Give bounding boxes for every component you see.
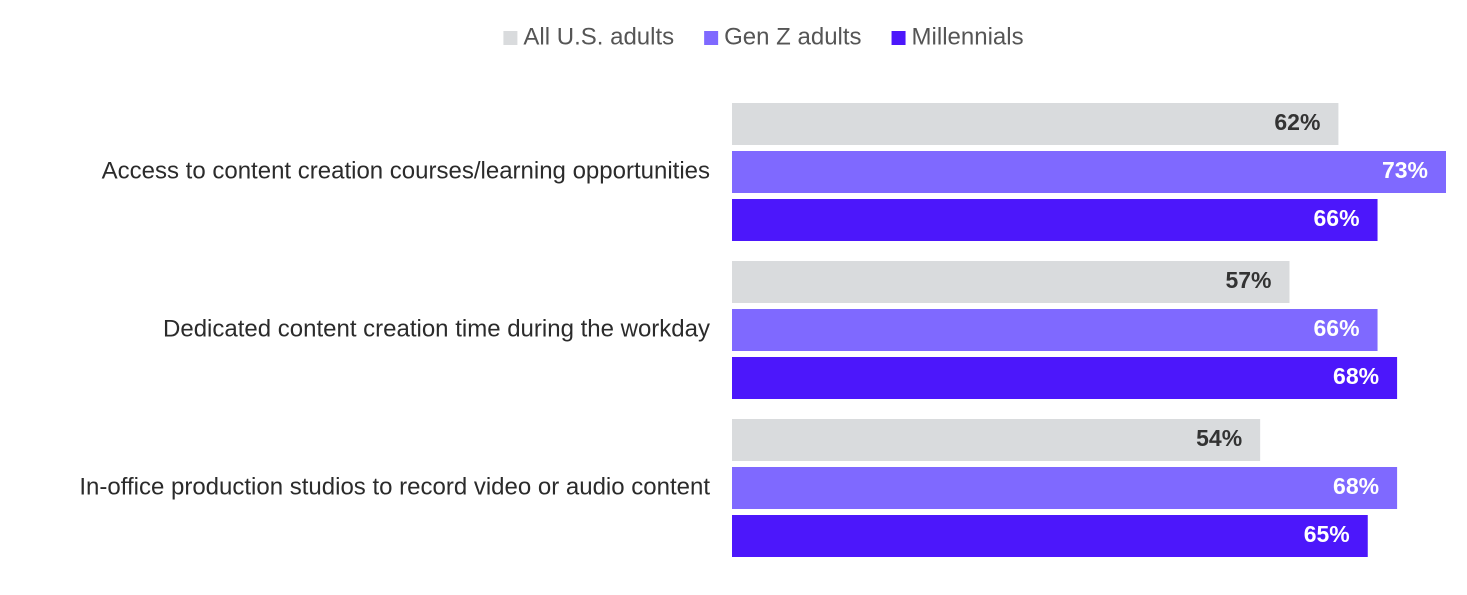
bar-millennials-2 [732,357,1398,399]
legend-item-millennials: Millennials [891,23,1024,50]
bar-all-u-s-adults-2 [732,261,1290,303]
category-labels: Access to content creation courses/learn… [79,157,710,500]
bars: 62% 73% 66% 57% 66% 68% 54% 68% 65% [732,103,1446,557]
value-label-millennials-1: 66% [1313,205,1359,231]
bar-all-u-s-adults-1 [732,103,1339,145]
legend-item-all-u-s-adults: All U.S. adults [503,23,674,50]
category-label-access-to-content-creation-courses-learn: Access to content creation courses/learn… [102,157,710,184]
value-label-gen-z-adults-2: 66% [1313,315,1359,341]
bar-millennials-1 [732,199,1378,241]
legend-label: All U.S. adults [523,23,674,50]
category-label-dedicated-content-creation-time-during-t: Dedicated content creation time during t… [163,315,710,342]
bar-gen-z-adults-1 [732,151,1446,193]
value-label-all-u-s-adults-3: 54% [1196,425,1242,451]
value-label-millennials-2: 68% [1333,363,1379,389]
legend-label: Gen Z adults [724,23,861,50]
value-label-all-u-s-adults-1: 62% [1274,109,1320,135]
category-label-in-office-production-studios-to-record-v: In-office production studios to record v… [79,473,710,500]
value-label-gen-z-adults-1: 73% [1382,157,1428,183]
bar-gen-z-adults-3 [732,467,1398,509]
legend-item-gen-z-adults: Gen Z adults [704,23,862,50]
value-label-gen-z-adults-3: 68% [1333,473,1379,499]
legend: All U.S. adults Gen Z adults Millennials [503,23,1024,50]
bar-millennials-3 [732,515,1368,557]
bar-gen-z-adults-2 [732,309,1378,351]
value-label-all-u-s-adults-2: 57% [1225,267,1271,293]
legend-label: Millennials [912,23,1024,50]
legend-swatch [704,31,719,45]
legend-swatch [891,31,906,45]
legend-swatch [503,31,518,45]
bar-all-u-s-adults-3 [732,419,1261,461]
value-label-millennials-3: 65% [1304,521,1350,547]
